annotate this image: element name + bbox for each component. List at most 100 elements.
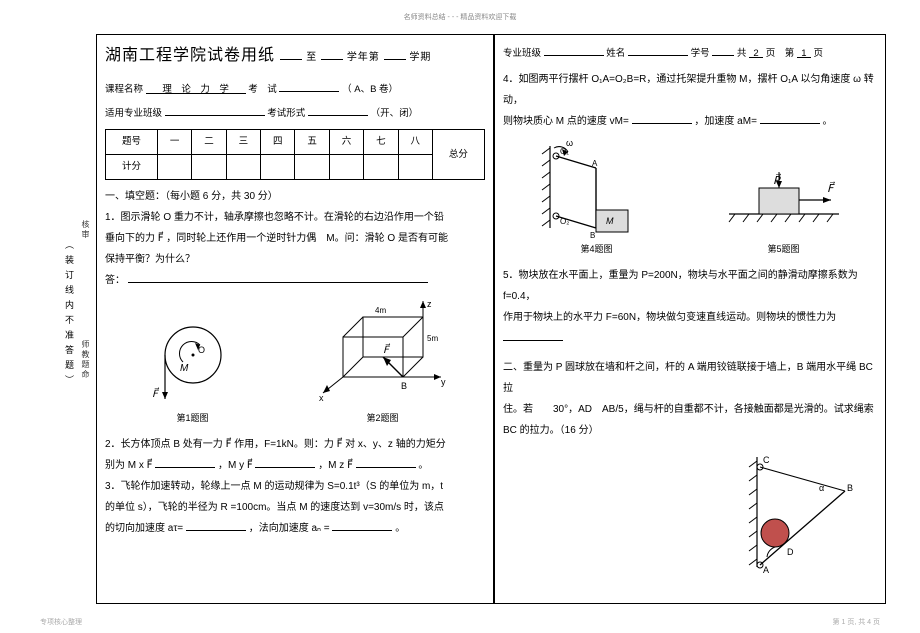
page-title-row: 湖南工程学院试卷用纸 至 学年第 学期: [105, 39, 485, 75]
svg-text:B: B: [590, 231, 595, 238]
figure-2: x y z F⃗ B 4m 5m 第2题图: [313, 297, 453, 428]
q1-line3: 保持平衡？为什么？: [105, 249, 485, 270]
th-5: 五: [295, 130, 329, 155]
fig2-caption: 第2题图: [313, 409, 453, 428]
label-major: 适用专业班级: [105, 108, 162, 119]
footer-right: 第 1 页, 共 4 页: [833, 617, 880, 627]
sec1-head: 一、填空题：（每小题 6 分，共 30 分）: [105, 186, 485, 207]
q2-mz: ，M z F⃗: [318, 460, 353, 471]
svg-text:ω: ω: [566, 138, 573, 148]
q3-an: ，法向加速度 aₙ =: [249, 523, 330, 534]
q1-answer: 答：: [105, 270, 485, 291]
q3-blank2: [332, 518, 392, 531]
exam-sheet: 湖南工程学院试卷用纸 至 学年第 学期 课程名称 理 论 力 学 考 试 （ A…: [96, 34, 886, 604]
th-7: 七: [364, 130, 398, 155]
th-1: 一: [158, 130, 192, 155]
course-row: 课程名称 理 论 力 学 考 试 （ A、B 卷）: [105, 79, 485, 99]
svg-text:B: B: [847, 483, 853, 493]
text-zhi: 至: [306, 52, 317, 63]
svg-text:D: D: [787, 547, 794, 557]
term-blank: [384, 47, 406, 60]
text-xueqi: 学期: [409, 52, 431, 63]
label-name: 姓名: [606, 48, 625, 59]
fig5-caption: 第5题图: [719, 240, 849, 259]
q2-blank2: [255, 455, 315, 468]
total-pages: 2: [749, 45, 763, 58]
label-gong: 共: [737, 48, 747, 59]
sec2-line1: 二、重量为 P 圆球放在墙和杆之间，杆的 A 端用铰链联接于墙上，B 端用水平绳…: [503, 357, 877, 399]
svg-text:5m: 5m: [427, 334, 438, 343]
sec2-line2: 住。若 30°，AD AB/5，绳与杆的自重都不计，各接触面都是光滑的。试求绳索: [503, 399, 877, 420]
name-blank: [628, 43, 688, 56]
svg-text:F⃗: F⃗: [827, 181, 835, 195]
th-2: 二: [192, 130, 226, 155]
svg-text:A: A: [592, 159, 598, 168]
score-table: 题号 一 二 三 四 五 六 七 八 总分 计分: [105, 129, 485, 180]
q5-line2: 作用于物块上的水平力 F=60N，物块做匀变速直线运动。则物块的惯性力为: [503, 307, 877, 349]
q4-vm: 则物块质心 M 点的速度 vM=: [503, 116, 629, 127]
label-ye1: 页 第: [766, 48, 795, 59]
q2-end: 。: [418, 460, 428, 471]
author-label: 师教题命: [80, 340, 91, 380]
figure-1: O M F⃗ 第1题图: [138, 317, 248, 428]
footer-left: 专项核心整理: [40, 617, 82, 627]
review-label: 核审: [80, 220, 91, 240]
answer-blank: [128, 270, 428, 283]
fig4-caption: 第4题图: [532, 240, 662, 259]
q4-am: ，加速度 aM=: [694, 116, 757, 127]
q3-line3: 的切向加速度 aτ= ，法向加速度 aₙ = 。: [105, 518, 485, 539]
q4-blank2: [760, 111, 820, 124]
q2-line2: 别为 M x F⃗ ，M y F⃗ ，M z F⃗ 。: [105, 455, 485, 476]
label-openclose: （开、闭）: [371, 108, 419, 119]
header-right-row: 专业班级 姓名 学号 共 2 页 第 1 页: [503, 43, 877, 63]
th-4: 四: [261, 130, 295, 155]
class-blank: [544, 43, 604, 56]
fig1-caption: 第1题图: [138, 409, 248, 428]
th-total: 总分: [432, 130, 484, 180]
q5-blank: [503, 328, 563, 341]
right-column: 专业班级 姓名 学号 共 2 页 第 1 页 4．如图两平行摆杆 O₁A=O₂B…: [494, 34, 886, 604]
major-blank: [165, 103, 265, 116]
exam-blank: [279, 79, 339, 92]
th-no: 题号: [106, 130, 158, 155]
binding-text-outer: ︵装订线内不准答题︶: [63, 240, 76, 390]
th-3: 三: [226, 130, 260, 155]
q2-blank1: [155, 455, 215, 468]
figure-row-1-2: O M F⃗ 第1题图: [105, 297, 485, 428]
label-sno: 学号: [691, 48, 710, 59]
course-name: 理 论 力 学: [146, 81, 246, 94]
label-course: 课程名称: [105, 84, 143, 95]
q2-mx: 别为 M x F⃗: [105, 460, 152, 471]
page-no: 1: [797, 45, 811, 58]
q3-end: 。: [395, 523, 405, 534]
q4-end: 。: [822, 116, 832, 127]
svg-text:M: M: [180, 363, 189, 374]
text-xuenian: 学年第: [347, 52, 380, 63]
label-examform: 考试形式: [267, 108, 305, 119]
th-8: 八: [398, 130, 432, 155]
figure-sec2: C B A D α: [503, 447, 877, 577]
svg-text:z: z: [427, 299, 432, 309]
q3-at: 的切向加速度 aτ=: [105, 523, 183, 534]
svg-text:y: y: [441, 377, 446, 387]
q5-line1: 5．物块放在水平面上，重量为 P=200N，物块与水平面之间的静滑动摩擦系数为 …: [503, 265, 877, 307]
q3-blank1: [186, 518, 246, 531]
svg-text:B: B: [401, 381, 407, 391]
left-column: 湖南工程学院试卷用纸 至 学年第 学期 课程名称 理 论 力 学 考 试 （ A…: [96, 34, 494, 604]
q2-my: ，M y F⃗: [218, 460, 253, 471]
q4-line2: 则物块质心 M 点的速度 vM= ，加速度 aM= 。: [503, 111, 877, 132]
svg-text:F⃗: F⃗: [383, 344, 391, 357]
q1-line2: 垂向下的力 F⃗ ，同时轮上还作用一个逆时针力偶 M。问：滑轮 O 是否有可能: [105, 228, 485, 249]
examform-blank: [308, 103, 368, 116]
year-from-blank: [280, 47, 302, 60]
svg-text:A: A: [763, 565, 769, 575]
q2-line1: 2．长方体顶点 B 处有一力 F⃗ 作用，F=1kN。则：力 F⃗ 对 x、y、…: [105, 434, 485, 455]
svg-text:M: M: [606, 216, 614, 226]
q3-line2: 的单位 s），飞轮的半径为 R =100cm。当点 M 的速度达到 v=30m/…: [105, 497, 485, 518]
q1-line1: 1．图示滑轮 O 重力不计，轴承摩擦也忽略不计。在滑轮的右边沿作用一个铅: [105, 207, 485, 228]
figure-row-4-5: O₁ O₂ M A B ω 第4题图: [503, 138, 877, 259]
label-exam: 考 试: [248, 84, 277, 95]
svg-text:C: C: [763, 455, 770, 465]
table-row: 计分: [106, 155, 485, 180]
th-6: 六: [329, 130, 363, 155]
